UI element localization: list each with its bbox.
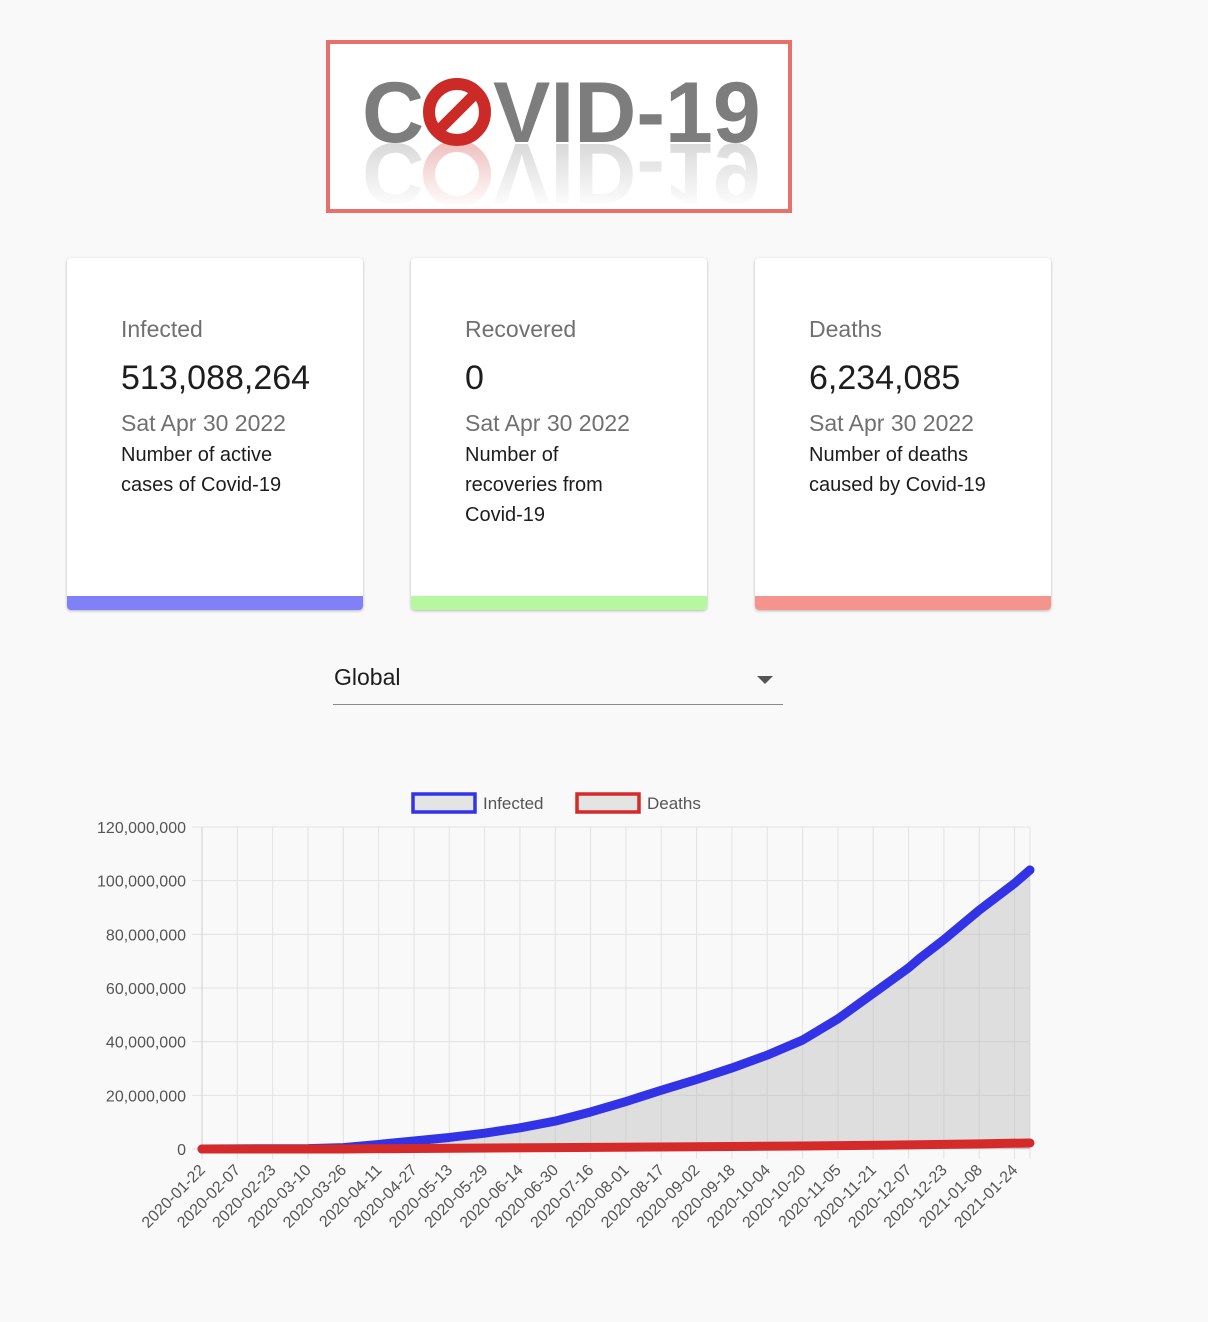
y-tick-label: 80,000,000 xyxy=(106,927,186,944)
covid-line-chart: 0 20,000,000 40,000,000 60,000,000 80,000,00… xyxy=(97,792,1035,1232)
card-date: Sat Apr 30 2022 xyxy=(809,410,974,436)
data-point xyxy=(975,906,984,915)
card-color-bar xyxy=(411,596,707,610)
data-point xyxy=(692,1075,701,1084)
data-point xyxy=(727,1063,736,1072)
data-point xyxy=(551,1117,560,1126)
y-tick-label: 0 xyxy=(177,1142,186,1159)
data-point xyxy=(586,1107,595,1116)
card-title: Deaths xyxy=(809,316,882,342)
y-tick-label: 40,000,000 xyxy=(106,1035,186,1052)
data-point xyxy=(904,1140,913,1149)
data-point xyxy=(833,1014,842,1023)
legend-swatch-deaths xyxy=(575,792,641,814)
data-point xyxy=(915,954,924,963)
data-point xyxy=(621,1097,630,1106)
data-point xyxy=(198,1145,206,1153)
data-point xyxy=(763,1051,772,1060)
y-tick-label: 20,000,000 xyxy=(106,1088,186,1105)
y-tick-label: 120,000,000 xyxy=(97,820,186,837)
data-point xyxy=(551,1143,560,1152)
infected-card: Infected 513,088,264 Sat Apr 30 2022 Num… xyxy=(67,258,363,610)
logo-graphic: C VID-19 C VID-19 xyxy=(330,65,788,209)
data-point xyxy=(480,1129,489,1138)
card-date: Sat Apr 30 2022 xyxy=(465,410,630,436)
deaths-card: Deaths 6,234,085 Sat Apr 30 2022 Number … xyxy=(755,258,1051,610)
data-point xyxy=(515,1123,524,1132)
card-description: Number of active cases of Covid-19 xyxy=(121,444,282,496)
card-title: Infected xyxy=(121,316,203,342)
data-point xyxy=(798,1036,807,1045)
covid-19-logo: C VID-19 C VID-19 xyxy=(326,40,792,213)
card-description: Number of deaths caused by Covid-19 xyxy=(809,444,986,496)
card-value: 0 xyxy=(465,359,484,397)
card-value: 513,088,264 xyxy=(121,359,311,397)
card-date: Sat Apr 30 2022 xyxy=(121,410,286,436)
data-point xyxy=(409,1136,418,1145)
data-point xyxy=(657,1086,666,1095)
card-color-bar xyxy=(755,596,1051,610)
y-tick-label: 100,000,000 xyxy=(97,874,186,891)
data-point xyxy=(1026,865,1034,874)
country-select[interactable]: Global xyxy=(333,660,783,705)
data-point xyxy=(869,989,878,998)
data-point xyxy=(445,1133,454,1142)
y-tick-label: 60,000,000 xyxy=(106,981,186,998)
data-point xyxy=(904,963,913,972)
legend-label-deaths: Deaths xyxy=(647,794,701,813)
legend-label-infected: Infected xyxy=(483,794,544,813)
data-point xyxy=(409,1144,418,1153)
data-point xyxy=(1010,879,1019,888)
stop-sign-icon xyxy=(423,78,491,146)
data-point xyxy=(339,1144,348,1153)
data-point xyxy=(692,1142,701,1151)
recovered-card: Recovered 0 Sat Apr 30 2022 Number of re… xyxy=(411,258,707,610)
card-title: Recovered xyxy=(465,316,577,342)
data-point xyxy=(939,935,948,944)
data-point xyxy=(1026,1138,1034,1147)
chevron-down-icon[interactable] xyxy=(757,676,773,684)
card-color-bar xyxy=(67,596,363,610)
data-point xyxy=(975,1139,984,1148)
country-select-value: Global xyxy=(334,664,401,690)
card-value: 6,234,085 xyxy=(809,359,961,397)
series-area-infected xyxy=(202,869,1030,1149)
card-description: Number of recoveries from Covid-19 xyxy=(465,444,603,526)
legend-swatch-infected xyxy=(411,792,477,814)
data-point xyxy=(798,1141,807,1150)
